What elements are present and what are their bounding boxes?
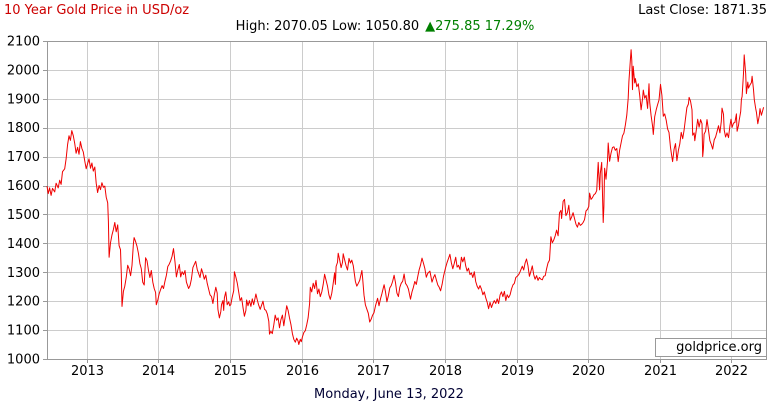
y-axis-label: 1800 (7, 121, 40, 136)
x-axis-label: 2021 (644, 364, 677, 379)
y-axis-label: 1200 (7, 295, 40, 310)
x-axis-label: 2013 (71, 364, 104, 379)
y-axis-label: 1900 (7, 92, 40, 107)
x-axis-label: 2018 (429, 364, 462, 379)
y-axis-label: 1300 (7, 266, 40, 281)
x-axis-label: 2022 (715, 364, 748, 379)
x-axis-label: 2019 (501, 364, 534, 379)
gold-price-line (46, 49, 765, 345)
y-axis-label: 2100 (7, 35, 40, 50)
high-low-change-line: High: 2070.05 Low: 1050.80 ▲275.85 17.29% (236, 19, 535, 34)
change-up-text: ▲275.85 17.29% (425, 19, 535, 34)
y-axis-label: 1000 (7, 353, 40, 368)
y-axis-label: 1500 (7, 208, 40, 223)
x-axis-label: 2020 (572, 364, 605, 379)
x-axis-label: 2017 (357, 364, 390, 379)
x-axis-label: 2016 (286, 364, 319, 379)
y-axis-label: 2000 (7, 63, 40, 78)
y-axis-label: 1600 (7, 179, 40, 194)
plot-border (47, 41, 767, 360)
x-axis-label: 2015 (214, 364, 247, 379)
goldprice-watermark: goldprice.org (655, 338, 767, 357)
y-axis-label: 1400 (7, 237, 40, 252)
last-close-label: Last Close: 1871.35 (638, 3, 767, 18)
high-low-text: High: 2070.05 Low: 1050.80 (235, 19, 420, 34)
chart-date-label: Monday, June 13, 2022 (314, 387, 464, 402)
y-axis-label: 1100 (7, 324, 40, 339)
y-axis-label: 1700 (7, 150, 40, 165)
chart-title: 10 Year Gold Price in USD/oz (4, 3, 190, 18)
x-axis-label: 2014 (142, 364, 175, 379)
